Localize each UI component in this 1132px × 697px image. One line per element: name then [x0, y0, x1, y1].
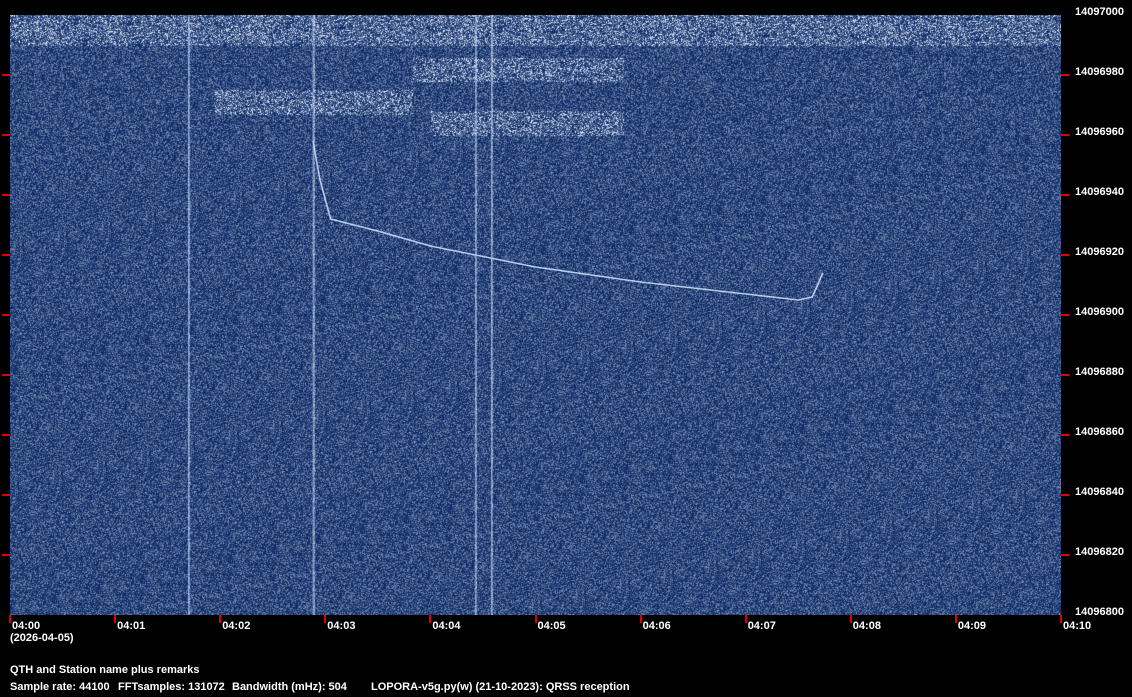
y-tick-label: 14096940	[1075, 186, 1124, 198]
x-tick	[429, 615, 432, 623]
y-tick	[1061, 434, 1069, 436]
y-tick	[2, 434, 10, 436]
x-tick	[534, 615, 537, 623]
spectrogram-plot	[10, 15, 1061, 615]
y-tick	[1061, 134, 1069, 136]
y-tick	[1061, 374, 1069, 376]
y-tick-label: 14096860	[1075, 426, 1124, 438]
y-tick	[2, 74, 10, 76]
y-tick	[2, 194, 10, 196]
y-tick-label: 14096820	[1075, 546, 1124, 558]
y-tick	[1061, 554, 1069, 556]
x-tick-label: 04:06	[642, 620, 671, 632]
x-tick	[219, 615, 222, 623]
x-tick-label: 04:09	[957, 620, 987, 632]
x-tick-label: 04:04	[432, 620, 461, 632]
x-tick-label: 04:02	[222, 620, 251, 632]
x-tick	[1060, 615, 1062, 623]
x-tick	[849, 615, 852, 623]
y-tick	[1061, 74, 1069, 76]
x-tick-label: 04:00	[12, 620, 41, 632]
y-tick-label: 14096980	[1075, 66, 1124, 78]
y-tick	[2, 374, 10, 376]
signal-trace	[312, 140, 824, 301]
software-version: LOPORA-v5g.py(w) (21-10-2023): QRSS rece…	[371, 681, 630, 693]
fft-samples: FFTsamples: 131072	[118, 681, 225, 693]
y-tick	[2, 254, 10, 256]
spectrogram-canvas	[10, 15, 1061, 615]
signal-layer	[188, 15, 824, 615]
y-tick	[2, 554, 10, 556]
sample-rate: Sample rate: 44100	[10, 681, 110, 693]
x-tick	[954, 615, 957, 623]
x-tick-label: 04:03	[327, 620, 356, 632]
y-tick	[2, 314, 10, 316]
y-tick	[1061, 194, 1069, 196]
x-tick	[639, 615, 642, 623]
y-tick	[2, 134, 10, 136]
x-tick	[744, 615, 747, 623]
y-tick-label: 14096960	[1075, 126, 1124, 138]
y-tick-label: 14097000	[1075, 6, 1124, 18]
y-tick-label: 14096900	[1075, 306, 1124, 318]
x-tick-label: 04:08	[852, 620, 881, 632]
x-tick-label: 04:07	[747, 620, 776, 632]
x-tick-label: 04:01	[117, 620, 146, 632]
y-tick-label: 14096880	[1075, 366, 1124, 378]
remarks-text: QTH and Station name plus remarks	[10, 664, 200, 676]
y-tick	[1061, 314, 1069, 316]
x-tick	[324, 615, 327, 623]
y-tick	[1061, 254, 1069, 256]
x-tick	[9, 615, 11, 623]
bandwidth: Bandwidth (mHz): 504	[232, 681, 347, 693]
x-tick	[114, 615, 117, 623]
y-tick-label: 14096920	[1075, 246, 1124, 258]
x-tick-label: 04:10	[1063, 620, 1092, 632]
y-tick-label: 14096840	[1075, 486, 1124, 498]
x-tick-label: 04:05	[537, 620, 566, 632]
y-tick-label: 14096800	[1075, 606, 1124, 618]
y-tick	[2, 494, 10, 496]
y-tick	[1061, 494, 1069, 496]
date-label: (2026-04-05)	[10, 632, 74, 644]
